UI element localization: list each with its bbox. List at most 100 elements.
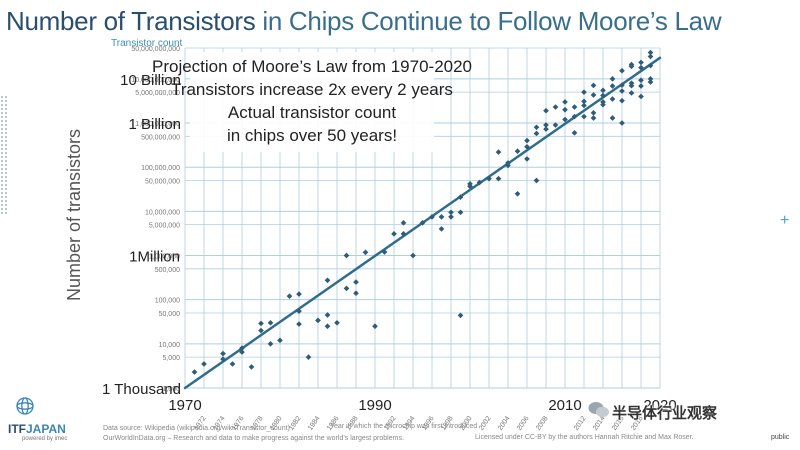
data-point <box>239 349 245 355</box>
data-source-line2: OurWorldInData.org – Research and data t… <box>103 435 404 442</box>
data-point <box>647 53 654 60</box>
data-point <box>353 279 359 285</box>
x-major-label: 1990 <box>358 397 391 414</box>
x-tick-label: 2004 <box>497 415 512 432</box>
x-major-label: 1970 <box>168 397 201 414</box>
data-point <box>305 354 312 360</box>
data-point <box>581 89 587 95</box>
y-tick-label: 1,000,000,000 <box>135 121 180 128</box>
data-point <box>457 312 464 319</box>
plus-icon: + <box>780 212 790 229</box>
data-point <box>619 120 625 126</box>
logo-name-part2: JAPAN <box>26 422 66 436</box>
data-point <box>191 369 198 375</box>
data-point <box>638 83 644 89</box>
data-point <box>581 98 587 105</box>
data-point <box>552 104 559 110</box>
data-point <box>343 252 350 259</box>
y-tick-label: 10,000 <box>159 342 181 349</box>
y-tick-label: 50,000,000 <box>145 178 180 185</box>
data-point <box>628 90 635 96</box>
data-point <box>334 319 340 326</box>
data-point <box>372 323 378 330</box>
data-point <box>343 285 350 292</box>
data-point <box>628 61 635 68</box>
data-point <box>524 137 530 144</box>
data-point <box>590 82 597 89</box>
x-tick-label: 1984 <box>307 415 322 432</box>
data-point <box>353 290 359 297</box>
x-tick-label: 2008 <box>535 415 550 432</box>
data-point <box>324 277 331 284</box>
data-point <box>505 162 511 169</box>
watermark-text: 半导体行业观察 <box>612 405 718 422</box>
data-point <box>590 92 597 98</box>
x-major-label: 2010 <box>548 397 581 414</box>
data-point <box>562 106 568 113</box>
y-tick-label: 1,000 <box>162 386 180 393</box>
annotation-line: Actual transistor count <box>228 103 396 122</box>
data-point <box>362 249 369 256</box>
y-tick-label: 500,000 <box>155 267 180 274</box>
data-point <box>448 209 454 216</box>
data-point <box>524 143 530 150</box>
data-point <box>267 319 274 326</box>
data-point <box>514 148 521 155</box>
data-point <box>258 320 264 327</box>
data-point <box>562 116 568 123</box>
data-point <box>258 327 264 334</box>
data-point <box>429 214 435 220</box>
x-tick-label: 1982 <box>288 415 303 432</box>
itf-japan-logo: ITFJAPAN powered by imec <box>8 396 88 446</box>
data-point <box>609 76 616 82</box>
y-major-label: 10 Billion <box>120 72 181 89</box>
x-axis-caption: Year in which the microchip was first in… <box>330 423 478 430</box>
data-point <box>400 219 407 226</box>
data-point <box>638 93 644 100</box>
y-tick-label: 1,000,000 <box>149 254 180 261</box>
data-point <box>571 129 578 136</box>
data-point <box>391 230 397 237</box>
data-point <box>315 317 321 324</box>
data-point <box>571 104 578 110</box>
data-point <box>571 113 578 120</box>
y-tick-label: 5,000 <box>162 355 180 362</box>
data-point <box>619 97 625 104</box>
data-point <box>619 88 625 94</box>
y-tick-label: 10,000,000,000 <box>131 77 180 84</box>
data-point <box>467 183 473 190</box>
data-points <box>191 49 654 375</box>
data-point <box>533 130 540 137</box>
data-point <box>600 92 606 99</box>
classification-label: public <box>771 434 790 441</box>
data-point <box>495 149 502 155</box>
data-point <box>277 337 283 344</box>
data-point <box>647 49 654 56</box>
data-point <box>600 101 606 108</box>
data-point <box>324 323 331 330</box>
y-tick-label: 100,000 <box>155 298 180 305</box>
y-axis-title: Number of transistors <box>64 129 84 301</box>
y-tick-label: 500,000,000 <box>141 134 180 141</box>
data-point <box>438 214 445 220</box>
data-point <box>495 175 502 182</box>
data-source-line1: Data source: Wikipedia (wikipedia.org/wi… <box>103 425 290 432</box>
data-point <box>533 124 540 131</box>
data-point <box>619 82 625 88</box>
data-point <box>419 219 426 226</box>
y-major-label: 1Million <box>129 249 180 266</box>
logo-mark-icon <box>16 397 34 415</box>
data-point <box>619 67 625 74</box>
data-point <box>581 102 587 109</box>
data-point <box>628 80 635 86</box>
data-point <box>609 96 616 102</box>
data-point <box>229 361 236 367</box>
slide-title-part2: in Chips Continue to Follow Moore’s Law <box>255 6 722 36</box>
decorative-dot-pattern <box>0 95 8 215</box>
x-tick-label: 2006 <box>516 415 531 432</box>
data-point <box>514 190 521 197</box>
data-point <box>296 321 302 327</box>
y-tick-label: 50,000,000,000 <box>131 46 180 53</box>
y-tick-label: 50,000 <box>159 311 181 318</box>
annotation-line: Projection of Moore’s Law from 1970-2020 <box>152 57 472 76</box>
